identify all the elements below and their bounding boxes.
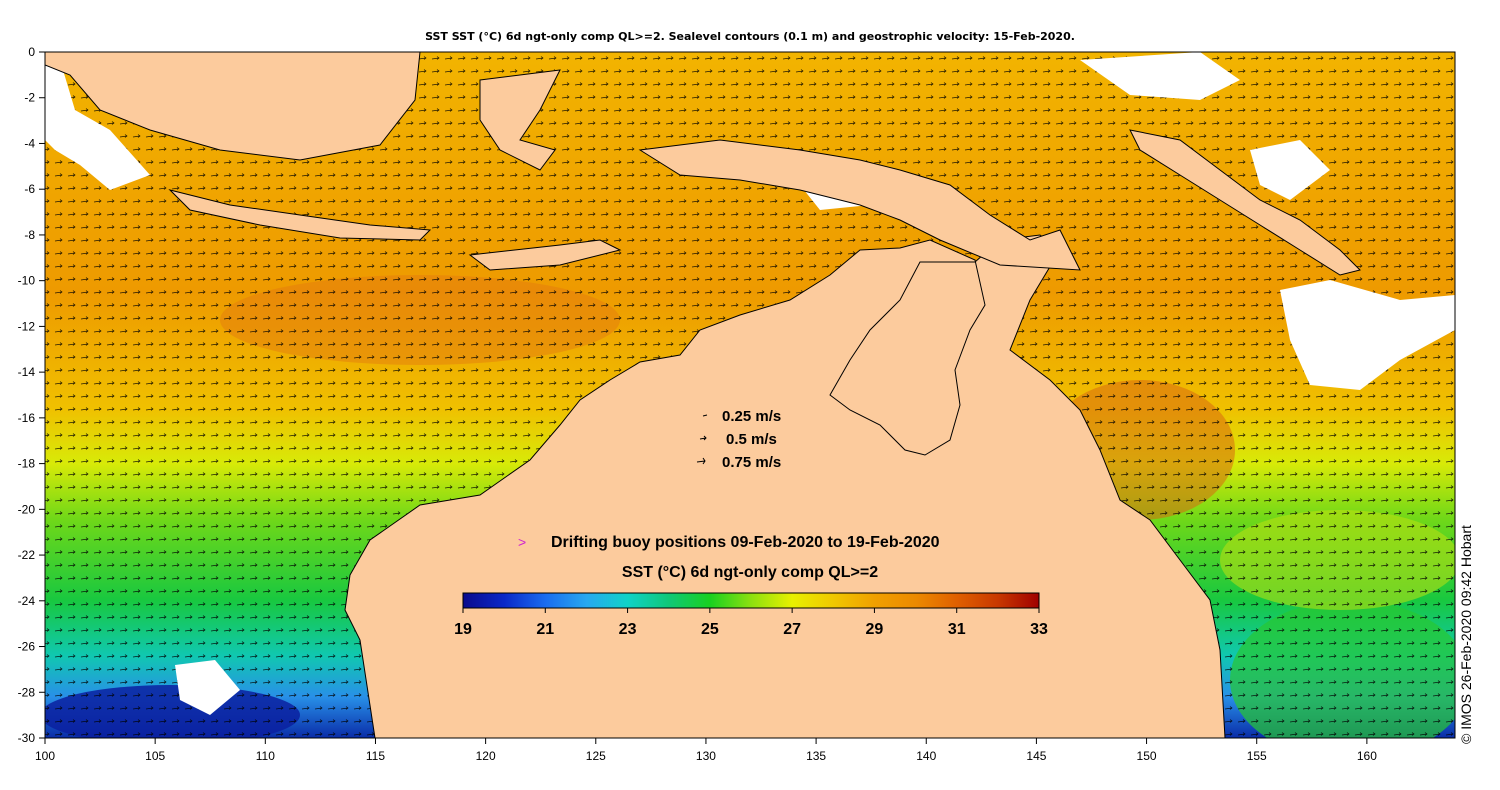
buoy-legend: > Drifting buoy positions 09-Feb-2020 to… [518,534,940,551]
velocity-arrow-icon [699,435,707,441]
colorbar-tick-label: 27 [783,621,801,638]
islands-east [1129,129,1361,276]
x-tick-label: 120 [476,749,496,763]
y-tick-label: -18 [18,457,36,471]
australia [344,234,1226,738]
x-tick-label: 100 [35,749,55,763]
colorbar-tick-label: 31 [948,621,966,638]
x-tick-label: 125 [586,749,606,763]
x-axis: 100 105 110 115 120 125 130 135 140 145 150 155 160 [35,738,1377,763]
colorbar: SST (°C) 6d ngt-only comp QL>=2 19 21 23 25… [454,564,1048,638]
y-tick-label: -4 [24,136,35,150]
colorbar-tick-label: 33 [1030,621,1048,638]
plot-frame [44,51,1456,739]
velocity-arrow-icon [696,457,706,465]
map-layers [45,52,1455,738]
y-tick-label: -8 [24,228,35,242]
colorbar-ticks: 19 21 23 25 27 29 31 33 [454,608,1048,638]
colorbar-title: SST (°C) 6d ngt-only comp QL>=2 [622,564,878,581]
x-tick-label: 155 [1247,749,1267,763]
y-tick-label: -16 [18,411,36,425]
buoy-symbol-icon: > [518,534,526,550]
y-tick-label: -20 [18,502,36,516]
y-axis: 0 -2 -4 -6 -8 -10 -12 -14 -16 -18 -20 -22 -24 -26 -28 -… [18,45,45,745]
colorbar-tick-label: 25 [701,621,719,638]
velocity-legend: 0.25 m/s 0.5 m/s 0.75 m/s [696,408,781,471]
x-tick-label: 145 [1026,749,1046,763]
x-tick-label: 130 [696,749,716,763]
x-tick-label: 140 [916,749,936,763]
y-tick-label: -30 [18,731,36,745]
credit-text: © IMOS 26-Feb-2020 09:42 Hobart [1458,525,1474,744]
borneo-sumatra [45,52,421,161]
y-tick-label: -26 [18,640,36,654]
colorbar-tick-label: 21 [536,621,554,638]
cloud-mask [45,52,1455,715]
y-tick-label: -14 [18,365,36,379]
x-tick-label: 135 [806,749,826,763]
x-tick-label: 110 [256,749,275,763]
buoy-legend-label: Drifting buoy positions 09-Feb-2020 to 1… [551,534,940,551]
colorbar-tick-label: 19 [454,621,472,638]
new-guinea [638,139,1081,271]
y-tick-label: -6 [24,182,35,196]
velocity-label: 0.25 m/s [722,408,781,425]
velocity-label: 0.5 m/s [726,431,777,448]
velocity-arrow-icon [702,414,708,417]
java [168,189,432,241]
y-tick-label: -12 [18,319,36,333]
colorbar-ramp [462,592,1040,609]
y-tick-label: 0 [28,45,35,59]
x-tick-label: 105 [145,749,165,763]
colorbar-tick-label: 29 [866,621,884,638]
y-tick-label: -28 [18,685,36,699]
timor [468,239,622,271]
x-tick-label: 150 [1137,749,1157,763]
y-tick-label: -10 [18,274,36,288]
y-tick-label: -24 [18,594,36,608]
map-title: SST SST (°C) 6d ngt-only comp QL>=2. Sea… [425,30,1075,43]
y-tick-label: -22 [18,548,36,562]
land [45,52,1361,738]
velocity-label: 0.75 m/s [722,454,781,471]
x-tick-label: 160 [1357,749,1377,763]
y-tick-label: -2 [24,91,35,105]
sulawesi [479,69,561,171]
x-tick-label: 115 [366,749,385,763]
colorbar-tick-label: 23 [619,621,637,638]
